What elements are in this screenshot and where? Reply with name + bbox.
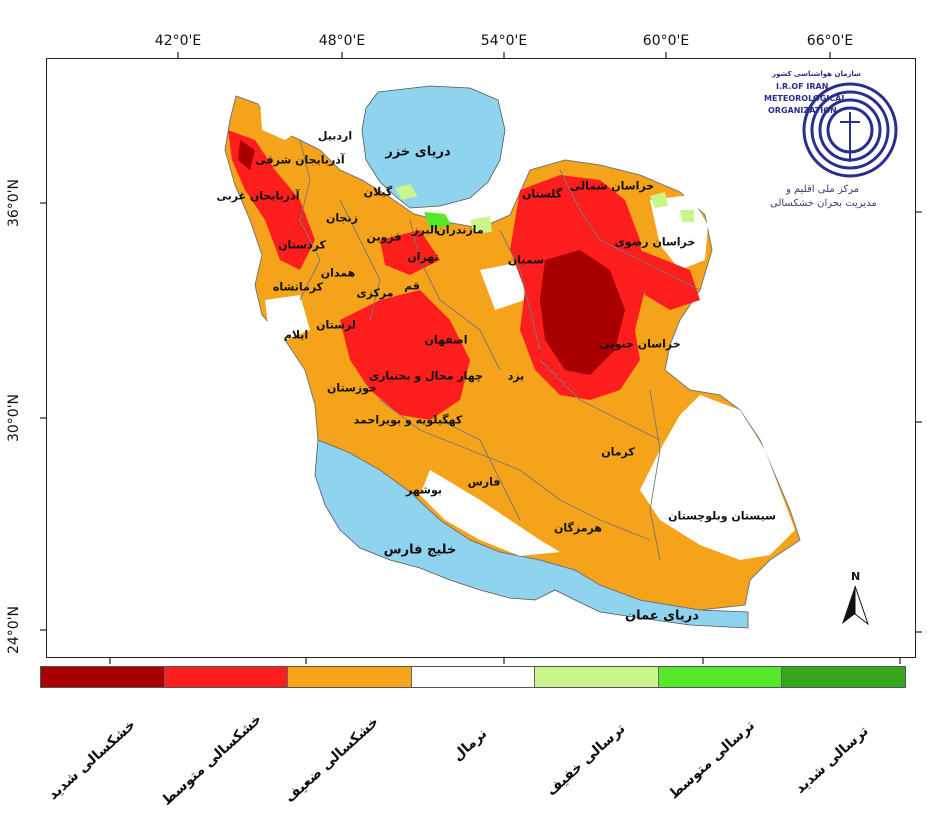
province-label: کردستان xyxy=(278,238,326,252)
lon-tick-66: 66°0'E xyxy=(806,33,854,49)
province-label: ایلام xyxy=(283,328,309,342)
tick-marks xyxy=(40,52,922,664)
province-label: بوشهر xyxy=(406,483,442,497)
lon-tick-42: 42°0'E xyxy=(154,33,202,49)
province-label: هرمزگان xyxy=(553,521,603,535)
lon-tick-54: 54°0'E xyxy=(480,33,528,49)
province-label: یزد xyxy=(507,369,525,383)
province-label: سمنان xyxy=(507,253,545,267)
legend-swatch-moderate-wet xyxy=(658,667,783,687)
province-label: لرستان xyxy=(316,318,356,332)
logo-center-fa-2: مدیریت بحران خشکسالی xyxy=(770,198,877,209)
north-arrow: N xyxy=(838,570,872,626)
province-label: مازندران xyxy=(436,223,484,237)
province-label: مرکزی xyxy=(356,286,394,300)
logo-org-en-1: I.R.OF IRAN xyxy=(776,82,829,91)
province-label: خراسان شمالی xyxy=(569,179,655,193)
logo-org-en-2: METEOROLOGICAL xyxy=(764,94,847,103)
province-label: گیلان xyxy=(363,185,393,199)
logo-emblem-icon xyxy=(802,82,898,178)
province-label: آذربایجان شرقی xyxy=(255,153,345,167)
province-label: تهران xyxy=(407,250,439,264)
caspian-sea xyxy=(361,85,506,209)
legend-swatch-light-wet xyxy=(535,667,659,687)
legend-swatch-weak-drought xyxy=(288,667,412,687)
province-label: کرمانشاه xyxy=(272,280,324,294)
province-label: فارس xyxy=(467,475,501,489)
logo-org-fa: سازمان هواشناسی کشور xyxy=(772,70,861,78)
legend-swatch-moderate-drought xyxy=(164,667,289,687)
logo-org-en-3: ORGANIZATION xyxy=(768,106,837,115)
province-label: گلستان xyxy=(521,187,563,201)
lon-tick-48: 48°0'E xyxy=(318,33,366,49)
province-label: قزوین xyxy=(366,230,402,244)
province-label: آذربایجان غربی xyxy=(216,189,300,203)
province-label: قم xyxy=(404,279,420,293)
province-label: سیستان وبلوچستان xyxy=(668,509,776,523)
lon-tick-60: 60°0'E xyxy=(642,33,690,49)
province-label: خراسان جنوبی xyxy=(599,337,681,351)
logo-center-fa-1: مرکز ملی اقلیم و xyxy=(786,184,860,195)
province-label: همدان xyxy=(320,266,356,280)
province-label: کرمان xyxy=(601,445,635,459)
province-label: چهار محال و بختیاری xyxy=(369,369,483,383)
persian-gulf-label: خلیج فارس xyxy=(383,542,457,558)
legend-swatch-severe-wet xyxy=(782,667,906,687)
north-arrow-icon xyxy=(842,585,870,626)
province-label: اصفهان xyxy=(424,333,468,347)
province-label: اردبیل xyxy=(317,129,353,143)
legend-swatch-normal xyxy=(411,667,536,687)
province-label: البرز xyxy=(412,223,438,237)
province-label: زنجان xyxy=(326,211,358,225)
wet-areas xyxy=(395,184,694,234)
severe-drought-areas xyxy=(238,140,625,375)
province-label: خوزستان xyxy=(327,381,377,395)
oman-sea-label: دریای عمان xyxy=(625,608,699,624)
province-label: خراسان رضوی xyxy=(614,235,696,249)
legend-bar xyxy=(40,666,906,688)
province-label: کهگیلویه و بویراحمد xyxy=(353,413,463,427)
legend-swatch-severe-drought xyxy=(41,667,165,687)
province-boundaries xyxy=(299,139,701,561)
north-label: N xyxy=(851,570,861,583)
normal-areas xyxy=(260,98,795,560)
meteorological-organization-logo: سازمان هواشناسی کشور I.R.OF IRAN METEORO… xyxy=(762,66,912,216)
caspian-sea-label: دریای خزر xyxy=(385,144,451,160)
